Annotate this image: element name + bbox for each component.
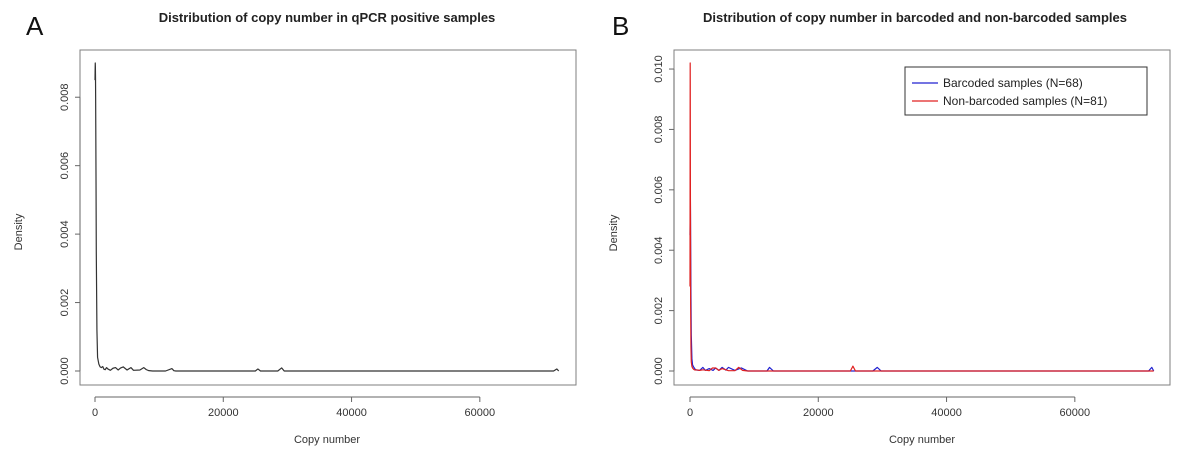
- panel-a: A Distribution of copy number in qPCR po…: [13, 10, 577, 446]
- panel-b-y-tick-label: 0.002: [653, 297, 665, 325]
- panel-b-y-tick-label: 0.006: [653, 176, 665, 204]
- panel-b-x-tick-label: 40000: [931, 407, 962, 419]
- panel-b-x-tick-label: 60000: [1060, 407, 1091, 419]
- panel-a-letter: A: [26, 11, 44, 41]
- panel-b-series-line-1: [689, 62, 1154, 372]
- panel-b-legend: Barcoded samples (N=68) Non-barcoded sam…: [904, 66, 1148, 116]
- panel-b-x-axis-label: Copy number: [889, 434, 955, 446]
- panel-a-x-tick-label: 60000: [465, 407, 496, 419]
- panel-a-y-tick-label: 0.006: [59, 152, 71, 180]
- panel-a-x-tick-label: 0: [92, 407, 98, 419]
- panel-a-plot-frame: [79, 49, 577, 386]
- legend-label-non-barcoded: Non-barcoded samples (N=81): [943, 94, 1107, 108]
- panel-a-y-axis: 0.000 0.002 0.004 0.006 0.008: [59, 83, 81, 385]
- panel-a-x-axis-label: Copy number: [294, 434, 360, 446]
- panel-a-x-axis: 0 20000 40000 60000: [92, 396, 496, 419]
- panel-b-y-tick-label: 0.004: [653, 236, 665, 264]
- legend-box: [904, 66, 1148, 116]
- panel-a-y-tick-label: 0.000: [59, 357, 71, 385]
- panel-b-letter: B: [612, 11, 629, 41]
- panel-b: B Distribution of copy number in barcode…: [608, 10, 1171, 446]
- panel-a-series-line-0: [94, 62, 560, 372]
- panel-b-y-tick-label: 0.000: [653, 357, 665, 385]
- panel-b-y-tick-label: 0.008: [653, 116, 665, 144]
- panel-a-y-tick-label: 0.004: [59, 220, 71, 248]
- panel-b-y-tick-label: 0.010: [653, 55, 665, 83]
- panel-a-y-tick-label: 0.008: [59, 83, 71, 111]
- panel-a-title: Distribution of copy number in qPCR posi…: [159, 10, 496, 25]
- panel-a-y-axis-label: Density: [13, 213, 25, 250]
- panel-b-y-axis: 0.000 0.002 0.004 0.006 0.008 0.010: [653, 55, 675, 385]
- panel-b-y-axis-label: Density: [608, 214, 620, 251]
- panel-a-y-tick-label: 0.002: [59, 289, 71, 317]
- panel-a-x-tick-label: 20000: [208, 407, 239, 419]
- legend-label-barcoded: Barcoded samples (N=68): [943, 76, 1083, 90]
- panel-b-x-tick-label: 20000: [803, 407, 834, 419]
- panel-a-x-tick-label: 40000: [336, 407, 367, 419]
- panel-b-series-line-0: [689, 192, 1155, 372]
- panel-b-x-axis: 0 20000 40000 60000: [687, 396, 1091, 419]
- panel-b-series-lines: [689, 62, 1155, 372]
- panel-b-title: Distribution of copy number in barcoded …: [703, 10, 1127, 25]
- panel-a-series-lines: [94, 62, 560, 372]
- panel-b-x-tick-label: 0: [687, 407, 693, 419]
